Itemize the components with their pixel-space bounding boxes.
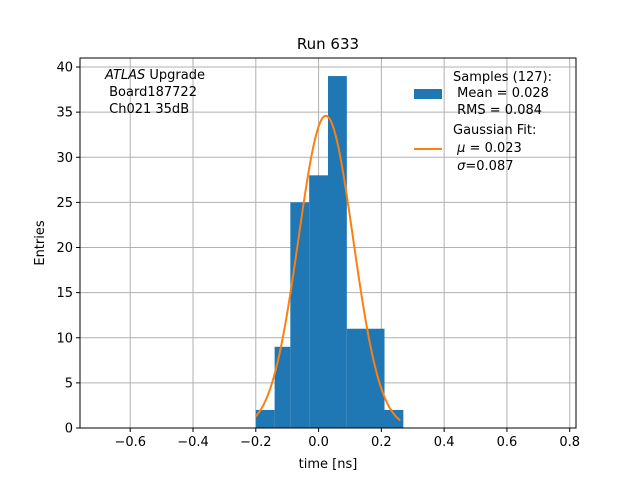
x-tick-label-5: 0.4 <box>434 435 455 450</box>
y-tick-label-1: 5 <box>65 376 73 391</box>
x-axis-ticks: −0.6 −0.4 −0.2 0.0 0.2 0.4 0.6 0.8 <box>114 428 580 450</box>
x-tick-label-2: −0.2 <box>240 435 272 450</box>
legend-mu-value: = 0.023 <box>465 141 521 156</box>
histogram-bar-1 <box>274 346 291 428</box>
y-tick-label-3: 15 <box>56 286 73 301</box>
legend-mu-symbol: μ <box>456 141 465 156</box>
legend-hist-line-1: Samples (127): <box>453 70 552 85</box>
x-tick-label-7: 0.8 <box>559 435 580 450</box>
x-tick-label-0: −0.6 <box>114 435 146 450</box>
gaussian-fit-curve <box>255 114 401 422</box>
legend-fit-line-2: μ = 0.023 <box>453 141 522 156</box>
legend-hist-line-3: RMS = 0.084 <box>453 103 542 118</box>
x-axis-label: time [ns] <box>299 457 358 472</box>
atlas-annotation: ATLAS Upgrade Board187722 Ch021 35dB <box>104 68 205 117</box>
legend-fit-line-3: σ=0.087 <box>453 159 514 174</box>
histogram-bar-0 <box>255 409 275 428</box>
annotation-upgrade: Upgrade <box>145 68 205 83</box>
y-tick-label-0: 0 <box>65 422 73 437</box>
x-tick-label-6: 0.6 <box>497 435 518 450</box>
x-tick-label-1: −0.4 <box>177 435 209 450</box>
histogram-bar-4 <box>328 76 347 429</box>
y-tick-label-8: 40 <box>56 61 73 76</box>
histogram-bar-3 <box>309 175 328 428</box>
legend-hist-swatch <box>414 89 442 99</box>
histogram-bar-6 <box>384 409 404 428</box>
x-tick-label-3: 0.0 <box>308 435 329 450</box>
y-tick-label-4: 20 <box>56 241 73 256</box>
annotation-atlas: ATLAS <box>104 68 145 83</box>
legend-sigma-symbol: σ <box>457 159 466 174</box>
legend-hist-line-2: Mean = 0.028 <box>453 86 549 101</box>
y-axis-label: Entries <box>33 220 48 266</box>
x-tick-label-4: 0.2 <box>371 435 392 450</box>
y-axis-ticks: 0 5 10 15 20 25 30 35 40 <box>56 61 80 437</box>
chart-title: Run 633 <box>297 35 359 53</box>
y-tick-label-7: 35 <box>56 106 73 121</box>
legend: Samples (127): Mean = 0.028 RMS = 0.084 … <box>414 70 552 174</box>
histogram-bars <box>255 76 404 429</box>
plot-frame <box>79 57 577 429</box>
annotation-line-2: Board187722 <box>105 85 197 100</box>
y-tick-label-6: 30 <box>56 151 73 166</box>
y-tick-label-2: 10 <box>56 331 73 346</box>
y-tick-label-5: 25 <box>56 196 73 211</box>
legend-fit-line-1: Gaussian Fit: <box>453 123 536 138</box>
annotation-line-1: ATLAS Upgrade <box>104 68 205 83</box>
gaussian-fit-line <box>255 114 401 422</box>
legend-sigma-value: =0.087 <box>465 159 513 174</box>
annotation-line-3: Ch021 35dB <box>105 102 189 117</box>
